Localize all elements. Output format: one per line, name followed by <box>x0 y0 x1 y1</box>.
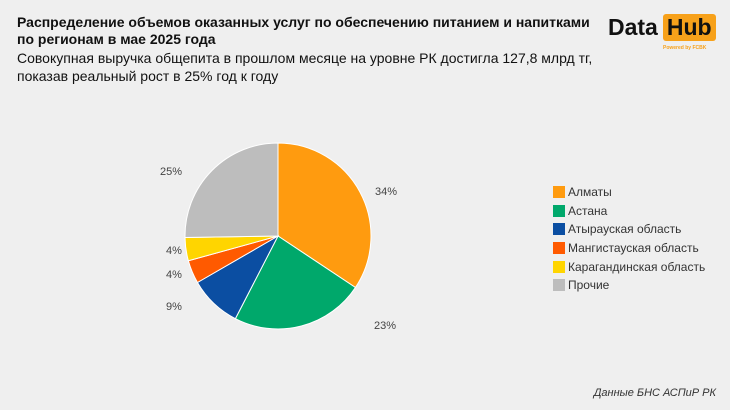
data-label-1: 23% <box>374 320 396 332</box>
datahub-logo: Data Hub <box>608 14 716 41</box>
legend-item: Астана <box>553 202 705 221</box>
chart-title: Распределение объемов оказанных услуг по… <box>17 14 590 47</box>
legend-item: Мангистауская область <box>553 239 705 258</box>
legend-label: Алматы <box>568 185 612 200</box>
legend-swatch <box>553 204 565 217</box>
legend-swatch <box>553 279 565 292</box>
legend-label: Карагандинская область <box>568 259 706 274</box>
legend-swatch <box>553 223 565 236</box>
data-label-2: 9% <box>166 301 182 313</box>
legend: Алматы Астана Атырауская область Мангистаус… <box>553 183 705 295</box>
legend-item: Алматы <box>553 183 705 202</box>
legend-item: Прочие <box>553 276 705 295</box>
pie-slice-5 <box>184 142 279 238</box>
data-label-4: 4% <box>166 245 182 257</box>
data-label-5: 25% <box>160 166 182 178</box>
logo-powered: Powered by FCBK <box>663 45 707 51</box>
data-label-3: 4% <box>166 269 182 281</box>
pie-slice-1 <box>234 235 357 330</box>
legend-swatch <box>553 186 565 199</box>
chart-subtitle: Совокупная выручка общепита в прошлом ме… <box>17 50 593 84</box>
legend-label: Атырауская область <box>568 222 682 237</box>
legend-label: Мангистауская область <box>568 241 699 256</box>
legend-item: Карагандинская область <box>553 257 705 276</box>
source-note: Данные БНС АСПиР РК <box>593 387 716 399</box>
legend-item: Атырауская область <box>553 220 705 239</box>
legend-label: Прочие <box>568 278 610 293</box>
data-label-0: 34% <box>375 186 397 198</box>
legend-swatch <box>553 260 565 273</box>
legend-swatch <box>553 242 565 255</box>
legend-label: Астана <box>568 203 608 218</box>
